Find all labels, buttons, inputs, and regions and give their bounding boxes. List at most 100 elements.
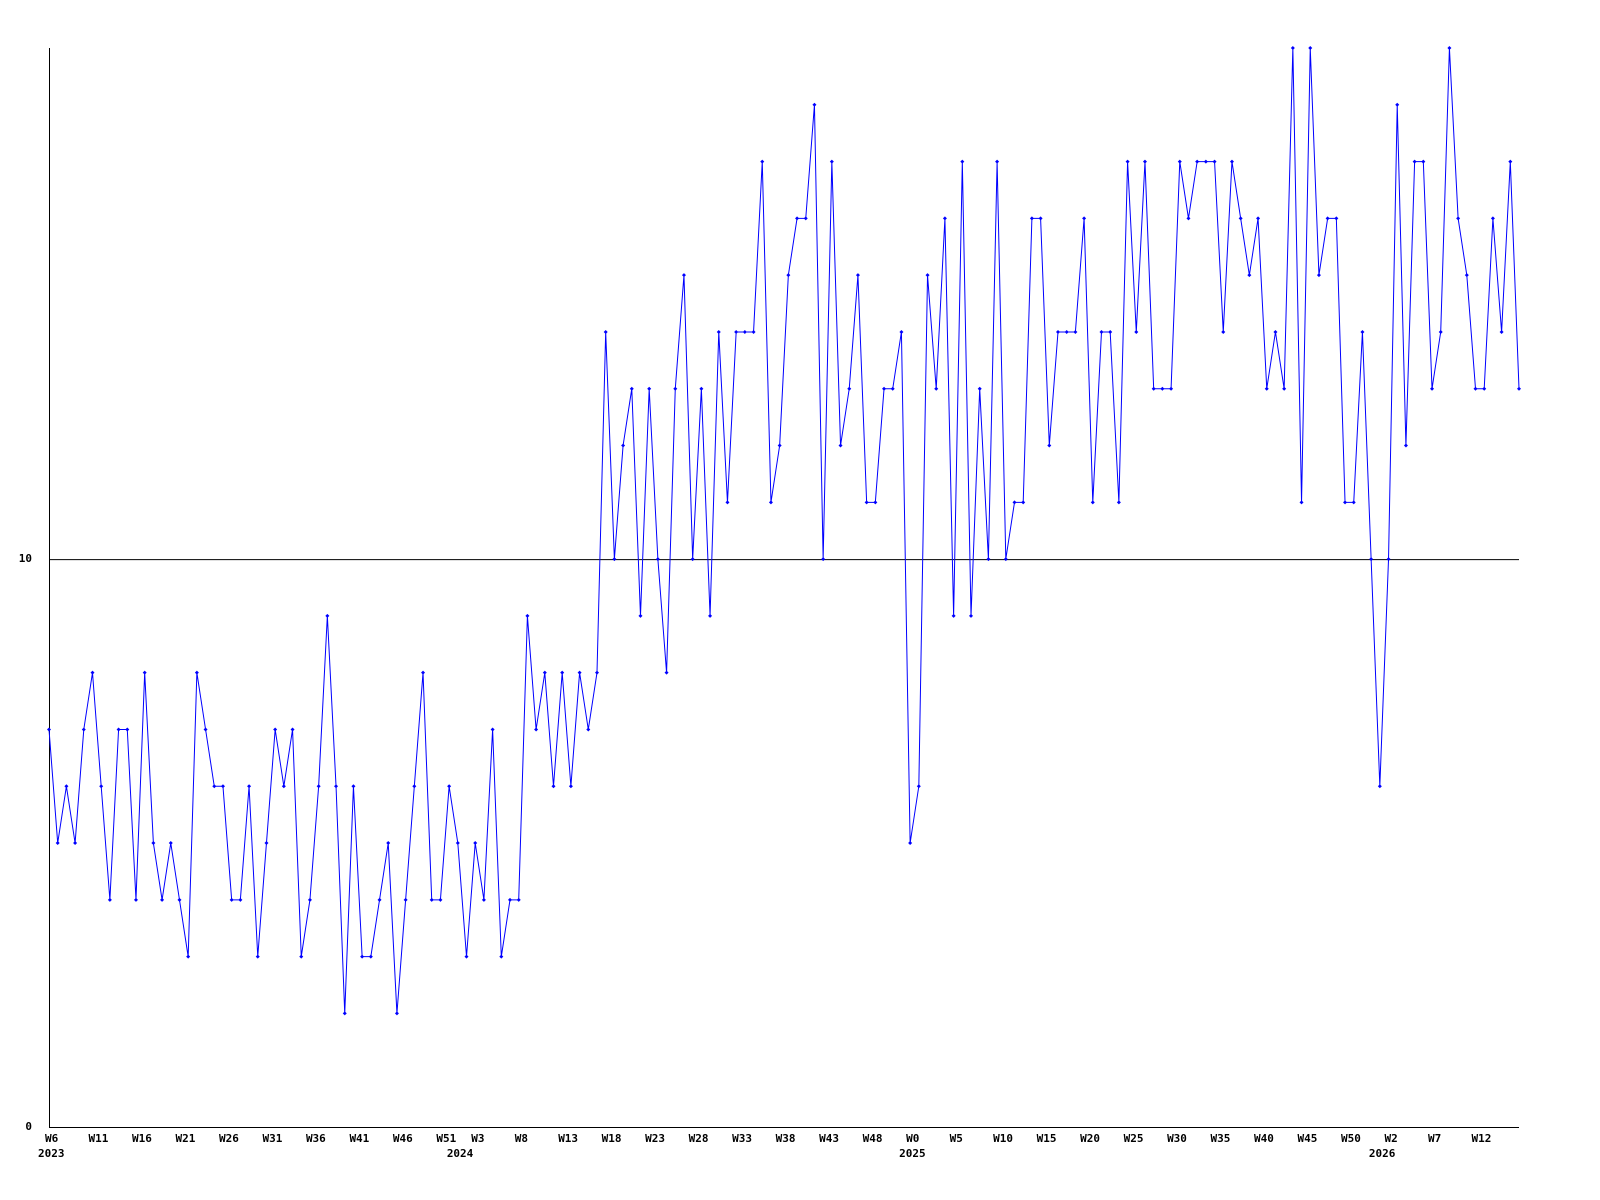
point <box>1029 216 1034 221</box>
point <box>1447 46 1452 50</box>
point <box>1386 557 1391 562</box>
point <box>490 727 495 732</box>
point <box>168 841 173 846</box>
point <box>186 954 191 959</box>
point <box>960 159 965 164</box>
x-tick-label: W31 <box>262 1132 282 1145</box>
point <box>368 954 373 959</box>
y-tick-label: 10 <box>19 552 32 565</box>
x-tick-label: W21 <box>175 1132 195 1145</box>
point <box>1464 273 1469 278</box>
point <box>212 784 217 789</box>
point <box>116 727 121 732</box>
point <box>1395 102 1400 107</box>
point <box>133 897 138 902</box>
x-tick-label: W51 <box>436 1132 456 1145</box>
point <box>1212 159 1217 164</box>
point <box>882 386 887 391</box>
x-tick-label: W40 <box>1254 1132 1274 1145</box>
point <box>969 613 974 618</box>
x-tick-label: W11 <box>88 1132 108 1145</box>
point <box>803 216 808 221</box>
point <box>986 557 991 562</box>
point <box>1508 159 1513 164</box>
point <box>264 841 269 846</box>
point <box>1456 216 1461 221</box>
point <box>160 897 165 902</box>
point <box>1055 329 1060 334</box>
x-tick-label: W3 <box>471 1132 484 1145</box>
point <box>586 727 591 732</box>
x-tick-label: W43 <box>819 1132 839 1145</box>
x-tick-label: W7 <box>1428 1132 1441 1145</box>
x-tick-label: W38 <box>776 1132 796 1145</box>
point <box>951 613 956 618</box>
point <box>1256 216 1261 221</box>
point <box>795 216 800 221</box>
point <box>1238 216 1243 221</box>
point <box>708 613 713 618</box>
point <box>1499 329 1504 334</box>
point <box>716 329 721 334</box>
point <box>1482 386 1487 391</box>
point <box>107 897 112 902</box>
point <box>1169 386 1174 391</box>
point <box>447 784 452 789</box>
point <box>699 386 704 391</box>
point <box>1221 329 1226 334</box>
point <box>455 841 460 846</box>
x-group-label: 2024 <box>447 1147 474 1160</box>
x-tick-label: W46 <box>393 1132 413 1145</box>
point <box>177 897 182 902</box>
x-tick-label: W30 <box>1167 1132 1187 1145</box>
point <box>647 386 652 391</box>
point <box>829 159 834 164</box>
point <box>673 386 678 391</box>
point <box>125 727 130 732</box>
x-tick-label: W15 <box>1037 1132 1057 1145</box>
point <box>1012 500 1017 505</box>
point <box>603 329 608 334</box>
point <box>412 784 417 789</box>
point <box>1412 159 1417 164</box>
point <box>508 897 513 902</box>
point <box>899 329 904 334</box>
x-tick-label: W50 <box>1341 1132 1361 1145</box>
point <box>316 784 321 789</box>
point <box>1064 329 1069 334</box>
point <box>977 386 982 391</box>
point <box>1316 273 1321 278</box>
x-tick-label: W36 <box>306 1132 326 1145</box>
point <box>1325 216 1330 221</box>
x-tick-label: W12 <box>1472 1132 1492 1145</box>
point <box>777 443 782 448</box>
point <box>1047 443 1052 448</box>
point <box>81 727 86 732</box>
point <box>386 841 391 846</box>
point <box>786 273 791 278</box>
x-tick-label: W5 <box>950 1132 963 1145</box>
point <box>742 329 747 334</box>
point <box>873 500 878 505</box>
line <box>48 47 1520 1014</box>
point <box>1369 557 1374 562</box>
point <box>621 443 626 448</box>
point <box>325 613 330 618</box>
point <box>1282 386 1287 391</box>
point <box>629 386 634 391</box>
x-tick-label: W41 <box>349 1132 369 1145</box>
point <box>1195 159 1200 164</box>
point <box>403 897 408 902</box>
x-tick-label: W8 <box>515 1132 528 1145</box>
point <box>1473 386 1478 391</box>
point <box>290 727 295 732</box>
point <box>760 159 765 164</box>
point <box>273 727 278 732</box>
point <box>1134 329 1139 334</box>
point <box>281 784 286 789</box>
point <box>394 1011 399 1016</box>
point <box>725 500 730 505</box>
point <box>925 273 930 278</box>
